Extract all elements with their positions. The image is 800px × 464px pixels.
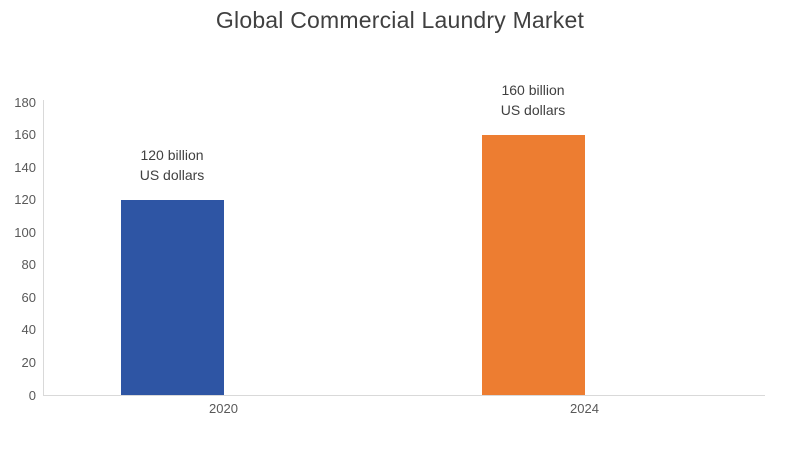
bar-2024 [481, 134, 585, 395]
bar-2020 [120, 199, 224, 395]
chart-title: Global Commercial Laundry Market [215, 7, 585, 33]
y-tick-label-0: 0 [28, 387, 36, 403]
y-tick-label-80: 80 [21, 257, 36, 273]
y-axis-line [43, 100, 44, 395]
data-label-2020: 120 billion US dollars [139, 146, 205, 183]
y-tick-label-100: 100 [14, 224, 36, 240]
x-tick-label-2024: 2024 [570, 401, 599, 416]
x-axis-line [43, 395, 765, 396]
y-tick-label-120: 120 [14, 192, 36, 208]
data-label-2024: 160 billion US dollars [500, 81, 566, 118]
y-tick-label-180: 180 [14, 94, 36, 110]
x-tick-label-2020: 2020 [209, 401, 238, 416]
y-tick-label-40: 40 [21, 322, 36, 338]
y-tick-label-140: 140 [14, 159, 36, 175]
y-tick-label-20: 20 [21, 354, 36, 370]
y-tick-label-160: 160 [14, 127, 36, 143]
y-tick-label-60: 60 [21, 289, 36, 305]
